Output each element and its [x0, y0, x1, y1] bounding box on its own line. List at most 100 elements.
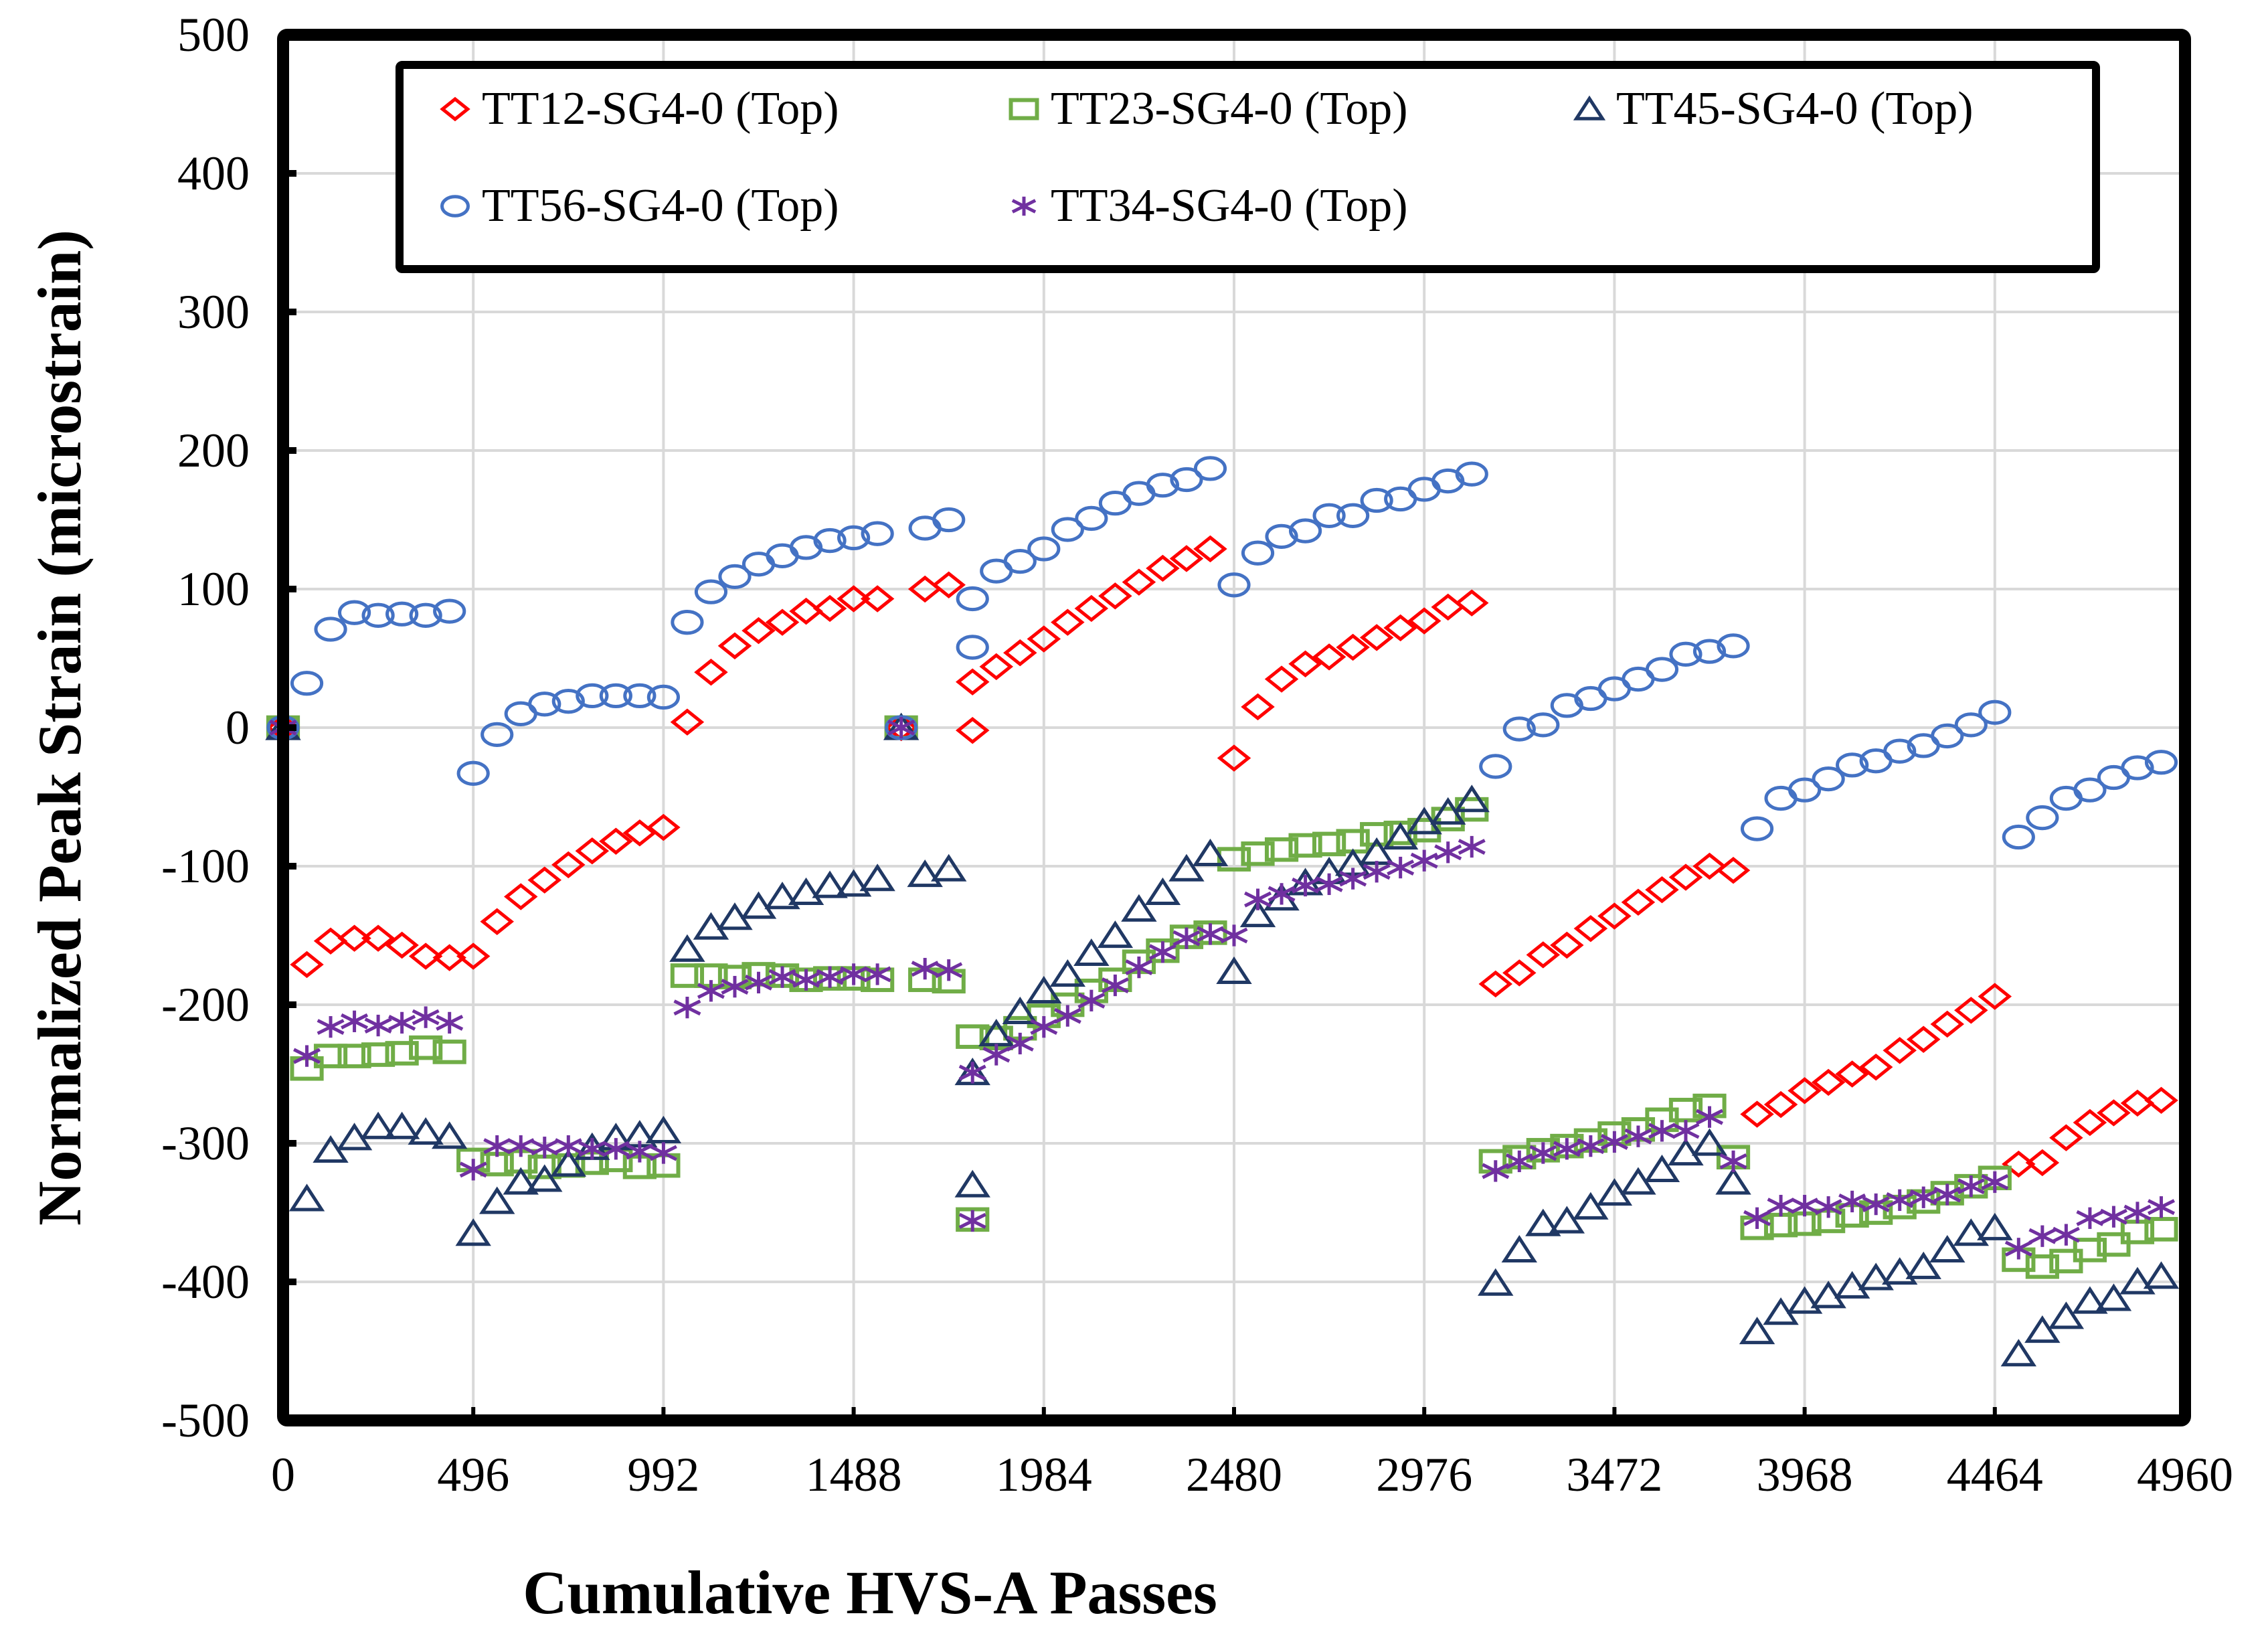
- data-point: [740, 891, 777, 919]
- data-point: [1363, 861, 1391, 883]
- data-point: [1075, 505, 1108, 531]
- data-point: [645, 1115, 682, 1144]
- data-point: [1835, 1060, 1869, 1088]
- data-point: [1217, 744, 1251, 772]
- data-point: [1501, 1234, 1538, 1263]
- data-point: [2147, 1196, 2175, 1218]
- data-point: [789, 597, 823, 625]
- data-point: [2144, 1217, 2178, 1242]
- data-point: [721, 975, 749, 998]
- data-point: [1312, 643, 1346, 671]
- data-point: [1505, 1150, 1533, 1173]
- data-point: [480, 908, 514, 936]
- data-point: [2123, 1202, 2152, 1224]
- data-point: [1905, 1251, 1941, 1279]
- data-point: [337, 1044, 371, 1068]
- data-point: [361, 1042, 396, 1067]
- data-point: [412, 1006, 440, 1028]
- data-point: [1933, 1183, 1961, 1206]
- data-point: [479, 1186, 515, 1214]
- data-point: [341, 1010, 369, 1032]
- data-point: [503, 883, 538, 910]
- data-point: [1696, 1106, 1723, 1128]
- series-tt12-sg4-0: [266, 535, 2178, 1178]
- y-tick-label: 200: [177, 424, 250, 477]
- data-point: [1648, 1120, 1676, 1142]
- data-point: [602, 1138, 630, 1160]
- data-point: [1454, 785, 1490, 813]
- x-tick-label: 1984: [996, 1448, 1092, 1501]
- x-tick-label: 4464: [1947, 1448, 2043, 1501]
- data-point: [1478, 970, 1513, 998]
- legend-frame: [396, 61, 2100, 273]
- data-point: [550, 1149, 587, 1177]
- data-point: [433, 598, 466, 624]
- data-point: [837, 525, 871, 551]
- data-point: [649, 1142, 677, 1164]
- data-point: [1125, 956, 1153, 979]
- legend-item: TT45-SG4-0 (Top): [1573, 83, 1974, 135]
- data-point: [2025, 1149, 2060, 1177]
- data-point: [599, 827, 633, 855]
- data-point: [1811, 1068, 1846, 1096]
- data-point: [554, 1135, 582, 1157]
- legend-label: TT34-SG4-0 (Top): [1051, 180, 1408, 232]
- data-point: [2119, 1266, 2156, 1295]
- data-point: [1455, 461, 1488, 487]
- data-point: [670, 963, 705, 988]
- data-point: [2073, 1238, 2107, 1262]
- legend-item: TT34-SG4-0 (Top): [1011, 180, 1408, 232]
- data-point: [314, 617, 347, 642]
- data-point: [1312, 503, 1346, 528]
- data-point: [1003, 639, 1037, 667]
- data-point: [812, 870, 848, 898]
- x-tick-label: 2976: [1376, 1448, 1472, 1501]
- data-point: [1101, 974, 1129, 997]
- data-point: [1883, 1037, 1917, 1064]
- data-point: [527, 1164, 563, 1192]
- data-point: [388, 1011, 416, 1034]
- data-point: [1265, 523, 1298, 549]
- y-tick-labels: 500 400 300 200 100 0 -100 -200 -300 -400 -500: [161, 8, 250, 1447]
- data-point: [385, 931, 419, 959]
- data-point: [1288, 650, 1322, 677]
- data-point: [1217, 847, 1251, 872]
- data-point: [1312, 831, 1346, 857]
- y-tick-label: 100: [177, 562, 250, 616]
- data-point: [1978, 700, 2012, 725]
- data-point: [1930, 1010, 1965, 1038]
- data-point: [1529, 1142, 1557, 1164]
- data-point: [1217, 572, 1251, 598]
- data-point: [2073, 1109, 2107, 1137]
- data-point: [1241, 540, 1275, 566]
- y-tick-label: -200: [161, 978, 250, 1032]
- data-point: [1264, 837, 1299, 862]
- data-point: [2073, 777, 2107, 803]
- data-point: [432, 1040, 466, 1064]
- legend-label: TT56-SG4-0 (Top): [482, 180, 839, 232]
- data-point: [1431, 593, 1465, 621]
- data-point: [432, 944, 466, 971]
- data-point: [360, 1111, 396, 1139]
- y-tick-label: -500: [161, 1394, 250, 1447]
- data-point: [383, 1111, 420, 1139]
- data-point: [812, 594, 847, 623]
- x-tick-label: 992: [627, 1448, 699, 1501]
- data-point: [932, 507, 966, 533]
- data-point: [531, 1137, 559, 1159]
- data-point: [1196, 923, 1224, 945]
- data-point: [1288, 833, 1322, 858]
- data-point: [813, 527, 847, 554]
- data-point: [1359, 624, 1394, 651]
- data-point: [954, 1169, 990, 1198]
- data-point: [1549, 1206, 1585, 1234]
- data-point: [1027, 536, 1061, 562]
- data-point: [551, 689, 585, 714]
- data-point: [1172, 927, 1201, 949]
- data-point: [693, 912, 729, 940]
- data-point: [932, 571, 966, 598]
- data-point: [1121, 894, 1157, 922]
- data-point: [1858, 1053, 1893, 1081]
- legend-marker-triangle-icon: [1573, 95, 1606, 120]
